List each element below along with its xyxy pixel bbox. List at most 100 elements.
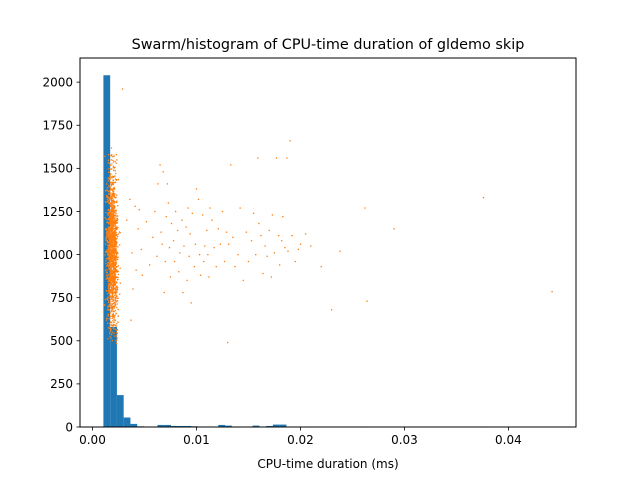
swarm-point	[105, 251, 107, 253]
swarm-point	[109, 281, 112, 283]
swarm-point	[109, 174, 111, 176]
swarm-point	[112, 244, 114, 246]
swarm-point	[110, 266, 113, 269]
swarm-point	[297, 248, 300, 251]
swarm-point	[113, 207, 115, 210]
swarm-point	[111, 237, 113, 240]
swarm-point	[114, 290, 116, 293]
swarm-point	[112, 272, 115, 275]
swarm-point	[104, 298, 107, 301]
swarm-point	[115, 291, 118, 293]
swarm-point	[114, 231, 116, 234]
swarm-point	[110, 168, 113, 170]
swarm-point	[132, 288, 134, 290]
swarm-point	[112, 263, 115, 265]
swarm-point	[116, 287, 119, 289]
swarm-point	[112, 319, 114, 322]
swarm-point	[111, 199, 114, 202]
swarm-point	[106, 187, 109, 189]
swarm-point	[115, 342, 118, 344]
swarm-point	[109, 220, 111, 222]
swarm-point	[115, 300, 118, 303]
swarm-point	[111, 273, 113, 275]
swarm-point	[113, 272, 116, 275]
swarm-point	[271, 214, 274, 216]
y-tick-label: 1000	[42, 248, 73, 262]
swarm-point	[107, 277, 109, 280]
swarm-point	[109, 325, 111, 327]
swarm-point	[113, 210, 115, 213]
swarm-point	[113, 193, 116, 195]
swarm-point	[113, 256, 116, 258]
swarm-point	[116, 295, 118, 297]
swarm-point	[117, 321, 119, 323]
swarm-point	[116, 278, 119, 281]
swarm-point	[112, 191, 115, 193]
swarm-point	[111, 213, 113, 215]
swarm-point	[108, 305, 111, 307]
swarm-point	[110, 184, 112, 186]
swarm-point	[109, 330, 111, 333]
swarm-point	[108, 234, 111, 237]
swarm-point	[114, 250, 116, 253]
swarm-point	[109, 272, 112, 275]
swarm-point	[110, 159, 112, 161]
swarm-point	[115, 325, 117, 327]
swarm-point	[111, 288, 114, 290]
swarm-point	[112, 305, 114, 307]
swarm-point	[135, 269, 137, 271]
swarm-point	[107, 212, 109, 214]
swarm-point	[115, 329, 118, 332]
swarm-point	[115, 270, 118, 272]
swarm-point	[115, 212, 117, 215]
x-tick-label: 0.04	[495, 433, 522, 447]
swarm-point	[107, 253, 109, 256]
swarm-point	[115, 256, 118, 259]
swarm-point	[115, 209, 117, 211]
swarm-point	[107, 299, 110, 302]
swarm-point	[107, 214, 109, 216]
swarm-point	[111, 183, 113, 185]
y-tick-label: 250	[50, 377, 73, 391]
swarm-point	[108, 301, 110, 304]
swarm-point	[115, 238, 117, 241]
swarm-point	[109, 239, 112, 242]
swarm-point	[112, 234, 115, 236]
swarm-point	[111, 271, 114, 274]
swarm-point	[112, 255, 114, 258]
swarm-point	[107, 291, 110, 293]
swarm-point	[105, 319, 108, 321]
swarm-point	[112, 313, 114, 316]
histogram-bar	[157, 424, 165, 427]
swarm-point	[113, 332, 115, 334]
swarm-point	[113, 276, 115, 279]
swarm-point	[275, 157, 278, 159]
swarm-point	[213, 246, 215, 249]
swarm-point	[223, 260, 226, 263]
histogram-bar	[279, 424, 287, 427]
swarm-point	[166, 183, 169, 185]
x-tick-label: 0.00	[79, 433, 106, 447]
swarm-point	[112, 159, 114, 162]
swarm-point	[118, 244, 121, 246]
swarm-point	[104, 243, 107, 245]
swarm-point	[112, 260, 114, 262]
swarm-point	[106, 292, 109, 295]
swarm-point	[108, 211, 111, 213]
swarm-point	[109, 221, 111, 224]
swarm-point	[113, 245, 116, 247]
swarm-point	[108, 189, 111, 192]
swarm-point	[115, 194, 118, 196]
swarm-point	[105, 278, 107, 280]
histogram-bar	[272, 424, 280, 427]
swarm-point	[114, 248, 116, 250]
swarm-point	[172, 240, 175, 242]
swarm-point	[111, 253, 113, 256]
swarm-point	[113, 200, 115, 202]
swarm-point	[110, 147, 113, 149]
swarm-point	[110, 284, 112, 286]
swarm-point	[116, 297, 119, 299]
swarm-point	[282, 215, 284, 218]
swarm-point	[108, 262, 111, 264]
